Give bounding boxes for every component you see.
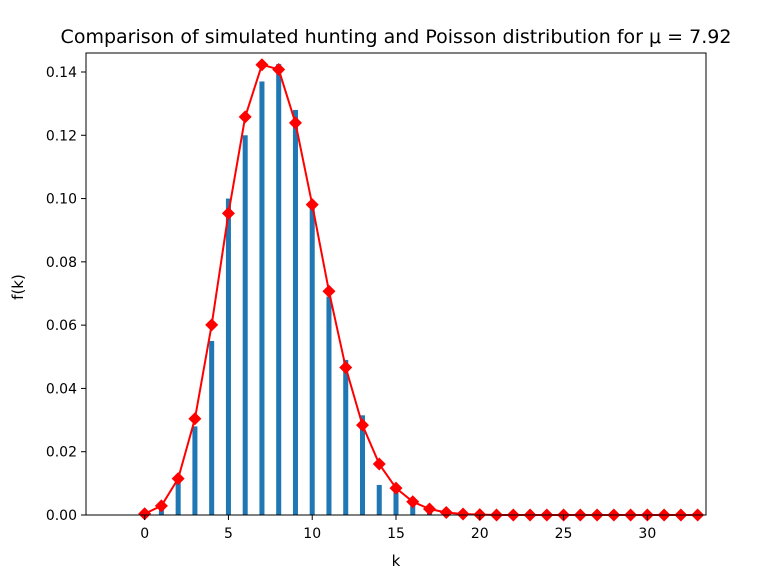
plot-frame — [85, 52, 707, 516]
poisson-point-k-4 — [205, 318, 219, 332]
poisson-point-k-15 — [389, 481, 403, 495]
poisson-point-k-16 — [406, 495, 420, 509]
poisson-point-k-7 — [255, 58, 269, 72]
y-axis: 0.00 0.02 0.04 0.06 0.08 0.10 0.12 0.14 — [46, 65, 86, 524]
poisson-point-k-6 — [238, 110, 252, 124]
poisson-series — [138, 58, 705, 522]
x-axis-label: k — [392, 552, 401, 570]
x-tick-label: 0 — [140, 526, 149, 542]
poisson-point-k-5 — [221, 206, 235, 220]
poisson-point-k-1 — [154, 499, 168, 513]
x-tick-label: 20 — [471, 526, 489, 542]
poisson-point-k-11 — [322, 284, 336, 298]
poisson-point-k-2 — [171, 472, 185, 486]
x-tick-label: 15 — [387, 526, 405, 542]
bar-k-15 — [393, 489, 399, 515]
y-tick-label: 0.00 — [46, 508, 77, 524]
bar-k-6 — [242, 135, 248, 515]
poisson-point-k-18 — [439, 505, 453, 519]
x-tick-label: 25 — [555, 526, 573, 542]
y-tick-label: 0.10 — [46, 192, 77, 208]
y-tick-label: 0.08 — [46, 255, 77, 271]
bar-k-3 — [192, 426, 198, 515]
y-tick-label: 0.02 — [46, 445, 77, 461]
bar-k-12 — [343, 359, 349, 515]
x-tick-label: 5 — [224, 526, 233, 542]
bar-k-7 — [259, 81, 265, 515]
bar-series — [142, 64, 483, 516]
y-tick-label: 0.06 — [46, 318, 77, 334]
poisson-point-k-8 — [272, 62, 286, 76]
y-tick-label: 0.12 — [46, 128, 77, 144]
chart-title: Comparison of simulated hunting and Pois… — [61, 26, 732, 48]
poisson-point-k-9 — [288, 116, 302, 130]
poisson-point-k-12 — [339, 361, 353, 375]
bar-k-4 — [209, 340, 215, 515]
poisson-point-k-3 — [188, 412, 202, 426]
poisson-point-k-13 — [355, 418, 369, 432]
bar-k-13 — [359, 415, 365, 515]
y-tick-label: 0.04 — [46, 381, 77, 397]
poisson-point-k-17 — [423, 502, 437, 516]
bar-k-14 — [376, 484, 382, 515]
bar-k-11 — [326, 296, 332, 515]
y-tick-label: 0.14 — [46, 65, 77, 81]
bar-k-9 — [292, 109, 298, 516]
x-axis: 0 5 10 15 20 25 30 — [140, 515, 656, 542]
poisson-point-k-14 — [372, 457, 386, 471]
poisson-point-k-10 — [305, 198, 319, 212]
bar-k-5 — [225, 198, 231, 515]
x-tick-label: 30 — [638, 526, 656, 542]
bar-k-8 — [276, 64, 282, 515]
y-axis-label: f(k) — [9, 274, 27, 300]
bar-k-10 — [309, 208, 315, 515]
x-tick-label: 10 — [303, 526, 321, 542]
bar-k-16 — [410, 502, 416, 515]
poisson-point-k-19 — [456, 507, 470, 521]
poisson-point-k-0 — [138, 507, 152, 521]
bar-k-2 — [175, 477, 181, 515]
